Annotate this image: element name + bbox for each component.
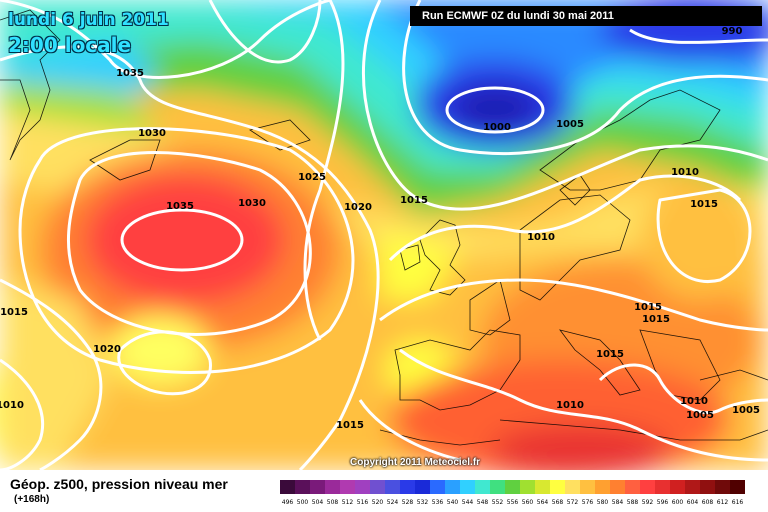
scale-tick-label: 568 xyxy=(552,499,564,506)
scale-tick-label: 524 xyxy=(387,499,399,506)
isobar-label: 990 xyxy=(722,26,743,37)
scale-swatch xyxy=(520,480,535,494)
scale-swatch xyxy=(535,480,550,494)
scale-tick-label: 500 xyxy=(297,499,309,506)
scale-tick-label: 504 xyxy=(312,499,324,506)
isobar-label: 1015 xyxy=(336,420,364,431)
scale-swatch xyxy=(640,480,655,494)
scale-swatch xyxy=(715,480,730,494)
scale-tick-label: 580 xyxy=(597,499,609,506)
scale-swatch xyxy=(400,480,415,494)
isobar-label: 1005 xyxy=(556,119,584,130)
scale-tick-label: 608 xyxy=(702,499,714,506)
scale-swatch xyxy=(385,480,400,494)
scale-tick-label: 576 xyxy=(582,499,594,506)
scale-swatch xyxy=(565,480,580,494)
forecast-time: 2:00 locale xyxy=(8,33,132,57)
scale-tick-label: 512 xyxy=(342,499,354,506)
copyright-notice: Copyright 2011 Meteociel.fr xyxy=(350,457,481,468)
isobar-label: 1015 xyxy=(634,302,662,313)
scale-swatch xyxy=(430,480,445,494)
isobar-label: 1035 xyxy=(166,201,194,212)
scale-swatch xyxy=(655,480,670,494)
scale-tick-label: 516 xyxy=(357,499,369,506)
scale-tick-label: 616 xyxy=(732,499,744,506)
scale-swatch xyxy=(505,480,520,494)
isobar-label: 1015 xyxy=(0,307,28,318)
isobar-label: 1010 xyxy=(671,167,699,178)
scale-swatch xyxy=(685,480,700,494)
isobar-label: 1015 xyxy=(690,199,718,210)
weather-map: 1035 1030 1035 1030 1025 1020 1015 1010 1000 1005… xyxy=(0,0,768,470)
scale-swatch xyxy=(370,480,385,494)
scale-swatch xyxy=(415,480,430,494)
isobar-label: 1000 xyxy=(483,122,511,133)
isobar-labels: 1035 1030 1035 1030 1025 1020 1015 1010 1000 1005… xyxy=(0,26,760,431)
isobar-lines xyxy=(0,0,768,470)
isobar-label: 1010 xyxy=(527,232,555,243)
scale-tick-label: 548 xyxy=(477,499,489,506)
legend-title: Géop. z500, pression niveau mer xyxy=(10,476,228,492)
isobar-label: 1010 xyxy=(0,400,24,411)
scale-swatch xyxy=(550,480,565,494)
scale-swatch xyxy=(625,480,640,494)
scale-swatch xyxy=(310,480,325,494)
scale-tick-label: 600 xyxy=(672,499,684,506)
isobar-label: 1030 xyxy=(138,128,166,139)
scale-swatch xyxy=(475,480,490,494)
isobar-label: 1025 xyxy=(298,172,326,183)
scale-swatch xyxy=(325,480,340,494)
isobar-label: 1015 xyxy=(400,195,428,206)
isobar-label: 1005 xyxy=(732,405,760,416)
isobar-label: 1020 xyxy=(344,202,372,213)
scale-tick-label: 588 xyxy=(627,499,639,506)
isobar-label: 1035 xyxy=(116,68,144,79)
scale-swatch xyxy=(340,480,355,494)
scale-tick-label: 604 xyxy=(687,499,699,506)
scale-swatch xyxy=(295,480,310,494)
scale-tick-label: 596 xyxy=(657,499,669,506)
scale-tick-label: 532 xyxy=(417,499,429,506)
isobar-label: 1015 xyxy=(596,349,624,360)
scale-tick-label: 564 xyxy=(537,499,549,506)
isobar-label: 1005 xyxy=(686,410,714,421)
legend-subtitle: (+168h) xyxy=(14,494,50,505)
scale-tick-label: 572 xyxy=(567,499,579,506)
forecast-date: lundi 6 juin 2011 xyxy=(8,10,169,30)
scale-swatch xyxy=(730,480,745,494)
scale-tick-label: 520 xyxy=(372,499,384,506)
isobar-label: 1030 xyxy=(238,198,266,209)
geopotential-field xyxy=(0,0,768,470)
scale-swatch xyxy=(670,480,685,494)
scale-swatch xyxy=(595,480,610,494)
scale-tick-label: 508 xyxy=(327,499,339,506)
scale-swatch xyxy=(610,480,625,494)
isobar-label: 1015 xyxy=(642,314,670,325)
scale-tick-label: 612 xyxy=(717,499,729,506)
scale-tick-label: 496 xyxy=(282,499,294,506)
scale-tick-label: 528 xyxy=(402,499,414,506)
scale-swatch xyxy=(490,480,505,494)
scale-tick-label: 556 xyxy=(507,499,519,506)
isobar-label: 1010 xyxy=(680,396,708,407)
scale-tick-label: 536 xyxy=(432,499,444,506)
color-scale: 496 500 504 508 512 516 520 524 528 532 536 540 544 5… xyxy=(280,480,745,506)
scale-swatch xyxy=(700,480,715,494)
scale-tick-label: 544 xyxy=(462,499,474,506)
scale-swatch xyxy=(580,480,595,494)
scale-tick-label: 592 xyxy=(642,499,654,506)
scale-tick-label: 552 xyxy=(492,499,504,506)
isobar-label: 1010 xyxy=(556,400,584,411)
scale-swatch xyxy=(445,480,460,494)
scale-swatch xyxy=(460,480,475,494)
scale-tick-label: 584 xyxy=(612,499,624,506)
isobar-label: 1020 xyxy=(93,344,121,355)
scale-tick-label: 560 xyxy=(522,499,534,506)
scale-tick-label: 540 xyxy=(447,499,459,506)
scale-swatch xyxy=(280,480,295,494)
run-info: Run ECMWF 0Z du lundi 30 mai 2011 xyxy=(410,6,762,26)
scale-swatch xyxy=(355,480,370,494)
